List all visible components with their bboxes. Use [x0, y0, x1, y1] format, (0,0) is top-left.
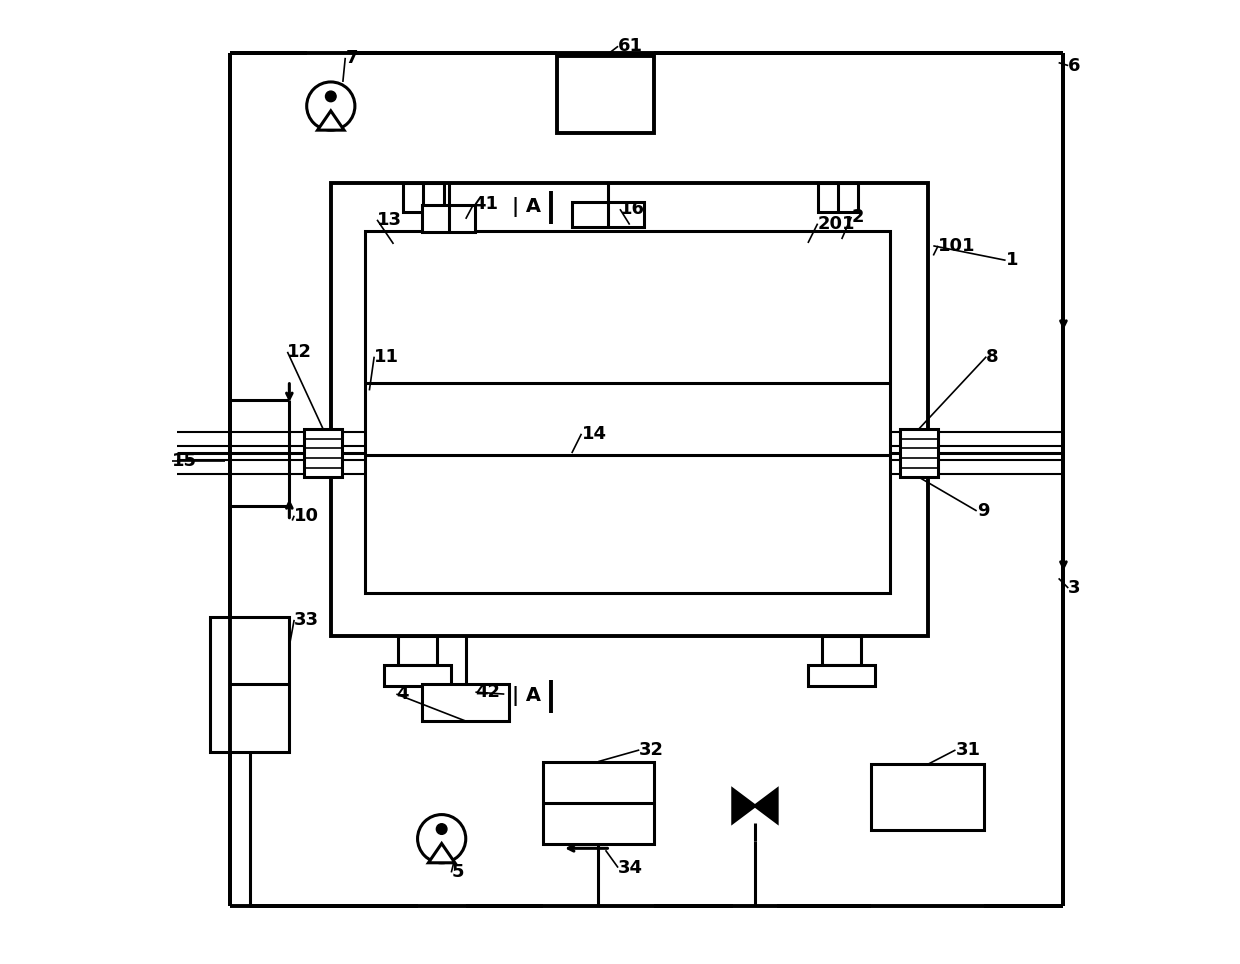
Text: 11: 11 [374, 348, 399, 365]
Text: 34: 34 [618, 859, 644, 876]
Circle shape [325, 91, 336, 102]
Bar [423, 205, 475, 232]
Text: 10: 10 [294, 507, 319, 524]
Text: 61: 61 [618, 38, 644, 55]
Text: 31: 31 [956, 741, 981, 759]
Text: 7: 7 [345, 49, 358, 67]
Text: 1: 1 [1006, 252, 1018, 269]
Text: 16: 16 [620, 201, 645, 218]
Text: 8: 8 [986, 348, 999, 365]
Text: | A: | A [512, 198, 541, 217]
Bar [557, 56, 653, 133]
Polygon shape [317, 111, 343, 130]
Text: 12: 12 [288, 343, 312, 361]
Text: 13: 13 [377, 211, 402, 228]
Bar [870, 764, 985, 830]
Text: 15: 15 [171, 452, 197, 469]
Text: 101: 101 [939, 237, 976, 254]
Circle shape [306, 82, 355, 130]
Bar [398, 636, 436, 665]
Text: 32: 32 [640, 741, 665, 759]
Text: 4: 4 [397, 685, 409, 703]
Polygon shape [755, 790, 777, 822]
Text: 42: 42 [475, 683, 501, 701]
Polygon shape [733, 790, 755, 822]
Text: 41: 41 [474, 196, 498, 213]
Text: 9: 9 [977, 502, 990, 520]
Bar [822, 636, 861, 665]
Bar [817, 183, 858, 212]
Bar [384, 665, 451, 686]
Circle shape [436, 823, 446, 834]
Bar [543, 762, 653, 844]
Text: 6: 6 [1069, 57, 1081, 74]
Bar [572, 202, 644, 227]
Bar [423, 684, 510, 721]
Text: 201: 201 [817, 215, 856, 232]
Bar [403, 183, 444, 212]
Bar [331, 183, 929, 636]
Text: 3: 3 [1069, 579, 1081, 597]
Bar [304, 429, 342, 477]
Bar [365, 231, 890, 593]
Text: 5: 5 [451, 864, 464, 881]
Text: 33: 33 [294, 611, 319, 629]
Bar [211, 617, 289, 752]
Text: 14: 14 [582, 425, 606, 442]
Text: | A: | A [512, 686, 541, 707]
Polygon shape [428, 844, 455, 863]
Bar [899, 429, 939, 477]
Bar [808, 665, 875, 686]
Text: 2: 2 [852, 208, 864, 226]
Circle shape [418, 815, 466, 863]
